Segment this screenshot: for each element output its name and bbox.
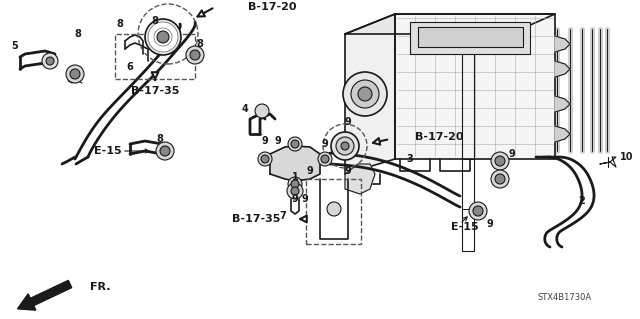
Circle shape [70, 69, 80, 79]
Circle shape [336, 137, 354, 155]
Text: 10: 10 [620, 152, 634, 162]
Circle shape [157, 31, 169, 43]
Text: B-17-20: B-17-20 [415, 132, 463, 142]
Circle shape [46, 57, 54, 65]
Text: 4: 4 [242, 104, 248, 114]
Text: 9: 9 [344, 166, 351, 176]
Circle shape [341, 142, 349, 150]
Text: 3: 3 [406, 154, 413, 164]
Circle shape [160, 146, 170, 156]
Circle shape [358, 87, 372, 101]
Circle shape [473, 206, 483, 216]
Circle shape [255, 104, 269, 118]
Circle shape [287, 183, 303, 199]
Text: 5: 5 [12, 41, 19, 51]
Circle shape [156, 142, 174, 160]
Text: 6: 6 [127, 62, 133, 72]
Circle shape [491, 152, 509, 170]
Polygon shape [270, 146, 320, 181]
Text: 1: 1 [292, 172, 298, 182]
Circle shape [327, 202, 341, 216]
Polygon shape [555, 96, 570, 112]
Text: 9: 9 [344, 117, 351, 127]
Circle shape [291, 187, 299, 195]
Text: FR.: FR. [90, 282, 111, 292]
Text: E-15: E-15 [94, 146, 122, 156]
Text: 8: 8 [75, 29, 81, 39]
Text: 8: 8 [116, 19, 124, 29]
Polygon shape [345, 14, 555, 34]
Circle shape [151, 25, 169, 43]
Polygon shape [345, 14, 395, 174]
Circle shape [148, 22, 178, 52]
Bar [462, 51, 474, 251]
Text: 7: 7 [280, 211, 286, 221]
Circle shape [318, 152, 332, 166]
Polygon shape [555, 36, 570, 52]
FancyArrow shape [17, 280, 72, 310]
Text: B-17-20: B-17-20 [248, 2, 296, 12]
Circle shape [66, 65, 84, 83]
Text: E-15: E-15 [451, 222, 479, 232]
Circle shape [491, 170, 509, 188]
Circle shape [495, 156, 505, 166]
Text: 9: 9 [275, 136, 282, 146]
Circle shape [331, 132, 359, 160]
Text: 9: 9 [509, 149, 515, 159]
Text: 9: 9 [301, 194, 308, 204]
Circle shape [261, 155, 269, 163]
Circle shape [186, 46, 204, 64]
Circle shape [154, 28, 172, 46]
Text: 9: 9 [486, 219, 493, 229]
Circle shape [291, 180, 299, 188]
Text: STX4B1730A: STX4B1730A [538, 293, 592, 301]
Circle shape [291, 140, 299, 148]
Text: 9: 9 [262, 136, 268, 146]
Circle shape [42, 53, 58, 69]
Circle shape [288, 177, 302, 191]
Bar [418, 27, 523, 47]
Circle shape [151, 25, 175, 49]
Circle shape [351, 80, 379, 108]
Text: 8: 8 [157, 134, 163, 144]
Circle shape [190, 50, 200, 60]
Text: 9: 9 [307, 166, 314, 176]
Text: 8: 8 [152, 16, 159, 26]
Text: B-17-35: B-17-35 [232, 214, 280, 224]
Circle shape [145, 19, 181, 55]
Text: B-17-35: B-17-35 [131, 86, 179, 96]
Polygon shape [345, 164, 375, 194]
Text: 2: 2 [579, 196, 586, 206]
Circle shape [258, 152, 272, 166]
Text: 9: 9 [322, 139, 328, 149]
Circle shape [343, 72, 387, 116]
Text: 8: 8 [196, 39, 204, 49]
Bar [410, 22, 530, 54]
Bar [115, 34, 195, 79]
Circle shape [495, 174, 505, 184]
Bar [306, 179, 361, 244]
Circle shape [469, 202, 487, 220]
Polygon shape [395, 14, 555, 159]
Circle shape [321, 155, 329, 163]
Circle shape [155, 29, 165, 39]
Circle shape [288, 137, 302, 151]
Polygon shape [555, 126, 570, 142]
Text: 9: 9 [292, 194, 298, 204]
Polygon shape [555, 61, 570, 77]
